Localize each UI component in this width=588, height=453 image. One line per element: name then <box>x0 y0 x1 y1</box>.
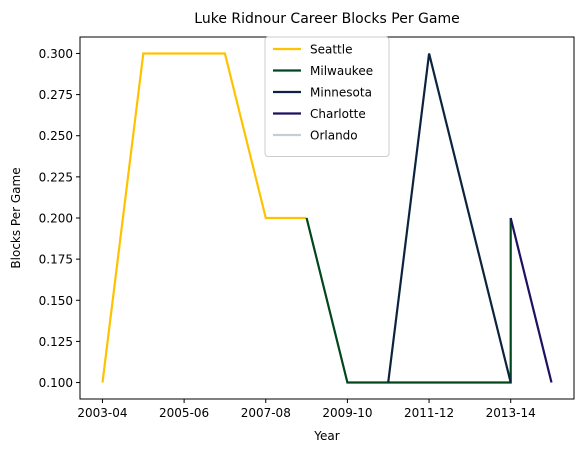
chart-title: Luke Ridnour Career Blocks Per Game <box>194 11 459 27</box>
legend-label-orlando: Orlando <box>310 129 358 143</box>
y-tick-label: 0.125 <box>39 335 73 349</box>
y-tick-label: 0.300 <box>39 47 73 61</box>
y-tick-label: 0.100 <box>39 376 73 390</box>
x-axis-title: Year <box>313 429 339 443</box>
x-tick-label: 2007-08 <box>241 406 291 420</box>
series-line-milwaukee <box>305 217 512 384</box>
y-tick-label: 0.200 <box>39 212 73 226</box>
legend-label-charlotte: Charlotte <box>310 107 366 121</box>
y-axis-title: Blocks Per Game <box>9 167 23 268</box>
series-line-minnesota <box>387 53 512 383</box>
legend-label-minnesota: Minnesota <box>310 86 372 100</box>
y-tick-label: 0.275 <box>39 88 73 102</box>
y-tick-label: 0.150 <box>39 294 73 308</box>
series-line-charlotte <box>509 217 553 383</box>
y-tick-label: 0.175 <box>39 253 73 267</box>
legend-label-seattle: Seattle <box>310 43 352 57</box>
legend: Seattle Milwaukee Minnesota Charlotte Orland… <box>264 36 390 157</box>
legend-label-milwaukee: Milwaukee <box>310 64 373 78</box>
x-tick-label: 2005-06 <box>159 406 209 420</box>
x-tick-label: 2003-04 <box>77 406 127 420</box>
x-tick-label: 2011-12 <box>404 406 454 420</box>
x-tick-label: 2009-10 <box>322 406 372 420</box>
y-tick-label: 0.225 <box>39 170 73 184</box>
series-lines <box>101 52 553 384</box>
x-tick-label: 2013-14 <box>486 406 536 420</box>
axes: 0.100 0.125 0.150 0.175 0.200 0.225 0.250 0.275… <box>39 47 536 420</box>
series-line-seattle <box>101 52 307 383</box>
legend-box <box>264 36 390 157</box>
y-tick-label: 0.250 <box>39 129 73 143</box>
